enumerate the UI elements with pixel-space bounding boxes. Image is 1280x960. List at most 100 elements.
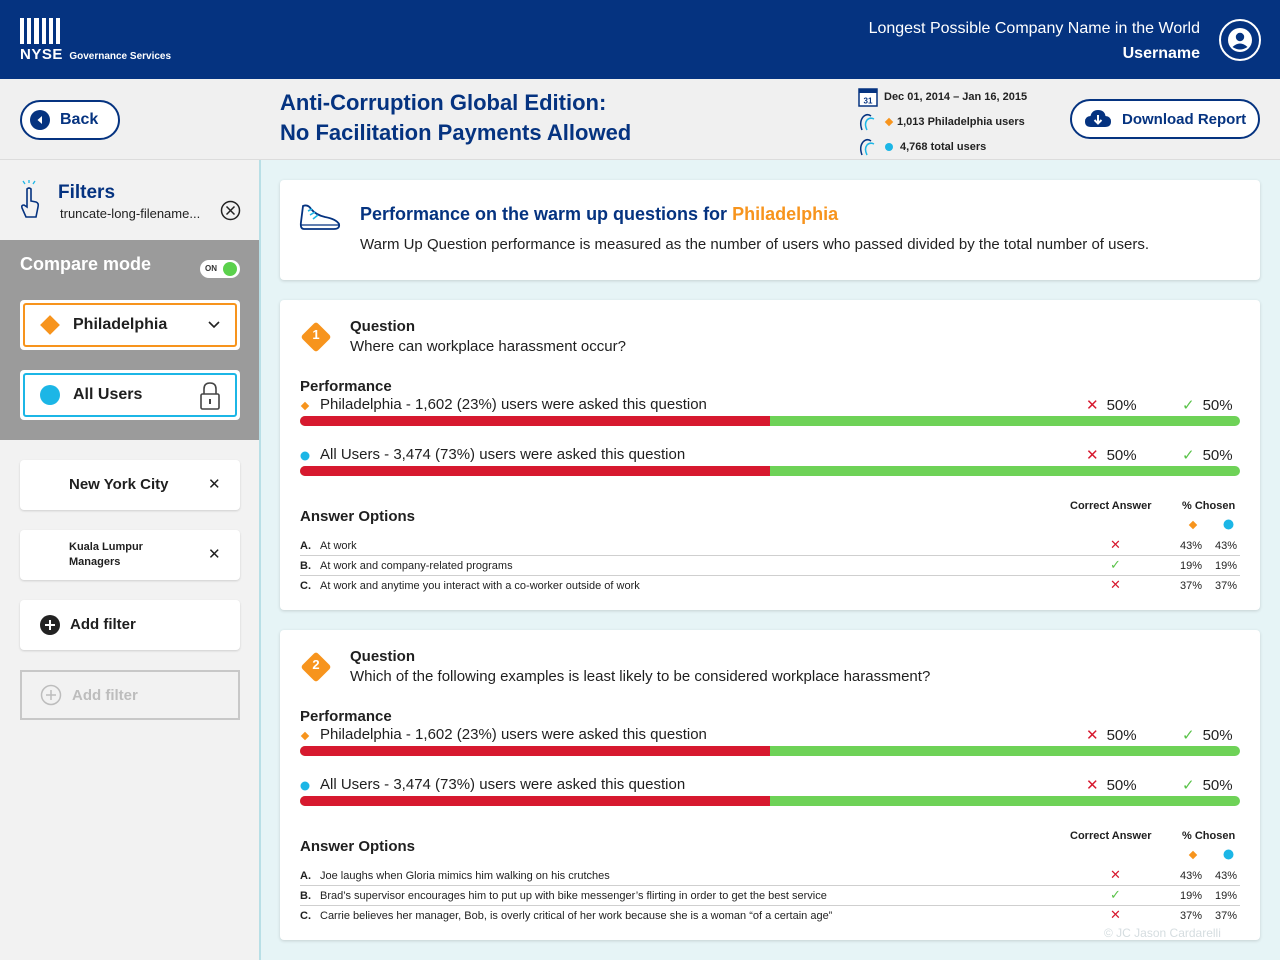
performance-row-label: Philadelphia - 1,602 (23%) users were as… [320,396,707,413]
cloud-download-icon [1085,110,1111,127]
back-button-label: Back [60,111,99,128]
performance-row-label: All Users - 3,474 (73%) users were asked… [320,776,686,793]
answer-options-label: Answer Options [300,508,416,525]
performance-row-label: All Users - 3,474 (73%) users were asked… [320,446,686,463]
orange-diamond-icon [884,117,894,126]
check-mark-icon: ✓ [1182,777,1195,794]
performance-bar [300,796,1240,806]
correct-check-icon: ✓ [1110,557,1121,572]
compare-mode-panel: Compare mode ON Philadelphia All Users [0,240,259,440]
intro-title: Performance on the warm up questions for… [360,204,838,225]
svg-text:31: 31 [864,96,873,105]
report-header: Back Anti-Corruption Global Edition: No … [0,79,1280,160]
city-users: 1,013 Philadelphia users [897,115,1025,128]
total-users: 4,768 total users [900,140,987,153]
add-filter-label: Add filter [70,616,136,633]
date-range-row: 31 Dec 01, 2014 – Jan 16, 2015 [858,84,1058,109]
correct-answer-header: Correct Answer [1070,830,1152,842]
chosen-percent-all: 37% [1215,580,1238,592]
question-label: Question [350,648,416,665]
page-title-line2: No Facilitation Payments Allowed [280,120,632,145]
back-arrow-icon [30,110,50,130]
answer-letter: A. [300,870,311,882]
correct-check-icon: ✓ [1110,887,1121,902]
chosen-percent-city: 43% [1180,540,1203,552]
chosen-percent-all: 19% [1215,890,1238,902]
check-mark-icon: ✓ [1182,447,1195,464]
back-button[interactable]: Back [20,100,120,140]
chosen-percent-all: 19% [1215,560,1238,572]
compare-mode-toggle[interactable]: ON [200,260,240,278]
blue-dot-icon [885,142,893,151]
city-users-row: 1,013 Philadelphia users [858,109,1058,134]
compare-secondary-select[interactable]: All Users [20,370,240,420]
remove-filter-icon[interactable]: ✕ [208,546,221,563]
intro-title-city: Philadelphia [732,204,839,224]
report-meta: 31 Dec 01, 2014 – Jan 16, 2015 1,013 Phi… [858,84,1058,159]
question-text: Which of the following examples is least… [350,668,931,685]
performance-row: Philadelphia - 1,602 (23%) users were as… [300,726,1240,766]
answer-option-row: C. At work and anytime you interact with … [300,576,1240,596]
wrong-mark-icon: ✕ [1086,447,1099,464]
performance-label: Performance [300,708,392,725]
wrong-percent: ✕ 50% [1086,447,1137,464]
question-label: Question [350,318,416,335]
download-report-button[interactable]: Download Report [1070,99,1260,139]
tap-hand-icon [20,180,40,218]
answer-letter: C. [300,580,311,592]
incorrect-x-icon: ✕ [1110,867,1121,882]
total-users-row: 4,768 total users [858,134,1058,159]
answer-option-row: B. At work and company-related programs ✓ 1… [300,556,1240,576]
incorrect-x-icon: ✕ [1110,577,1121,592]
check-mark-icon: ✓ [1182,397,1195,414]
question-text: Where can workplace harassment occur? [350,338,626,355]
answer-letter: B. [300,890,311,902]
answer-text: At work and anytime you interact with a … [320,580,640,592]
sneaker-icon [299,204,341,230]
add-filter-disabled-button: Add filter [20,670,240,720]
clear-filters-icon[interactable] [220,200,241,221]
nyse-logo[interactable]: NYSE Governance Services [20,18,171,63]
answer-letter: A. [300,540,311,552]
chosen-percent-city: 43% [1180,870,1203,882]
orange-diamond-icon [300,401,310,411]
performance-bar-wrong [300,416,770,426]
performance-bar-wrong [300,466,770,476]
performance-bar [300,746,1240,756]
page-title-line1: Anti-Corruption Global Edition: [280,90,607,115]
performance-row: All Users - 3,474 (73%) users were asked… [300,446,1240,486]
performance-bar [300,466,1240,476]
performance-bar-wrong [300,746,770,756]
performance-row-label: Philadelphia - 1,602 (23%) users were as… [320,726,707,743]
wrong-mark-icon: ✕ [1086,397,1099,414]
correct-answer-header: Correct Answer [1070,500,1152,512]
answer-option-row: A. Joe laughs when Gloria mimics him walk… [300,866,1240,886]
filter-chip-kuala-lumpur-managers[interactable]: Kuala Lumpur Managers ✕ [20,530,240,580]
check-mark-icon: ✓ [1182,727,1195,744]
filter-chip-label: New York City [69,476,169,493]
plus-circle-icon [40,684,62,706]
intro-title-prefix: Performance on the warm up questions for [360,204,733,224]
question-number: 2 [312,657,320,672]
answer-letter: B. [300,560,311,572]
user-avatar-icon[interactable] [1219,19,1261,61]
percent-chosen-header: % Chosen [1182,830,1236,842]
answer-option-row: A. At work ✕ 43% 43% [300,536,1240,556]
username[interactable]: Username [1122,45,1200,62]
toggle-knob [223,262,237,276]
wrong-percent: ✕ 50% [1086,397,1137,414]
compare-primary-label: Philadelphia [73,316,168,333]
filter-chip-new-york-city[interactable]: New York City ✕ [20,460,240,510]
orange-diamond-icon [1188,520,1198,530]
answer-text: Joe laughs when Gloria mimics him walkin… [320,870,610,882]
add-filter-button[interactable]: Add filter [20,600,240,650]
blue-dot-icon [1223,849,1234,860]
remove-filter-icon[interactable]: ✕ [208,476,221,493]
compare-secondary-label: All Users [73,386,143,403]
right-percent: ✓ 50% [1182,727,1233,744]
chosen-percent-all: 37% [1215,910,1238,922]
wrong-mark-icon: ✕ [1086,727,1099,744]
orange-diamond-icon [300,731,310,741]
chosen-percent-city: 19% [1180,560,1203,572]
compare-primary-select[interactable]: Philadelphia [20,300,240,350]
